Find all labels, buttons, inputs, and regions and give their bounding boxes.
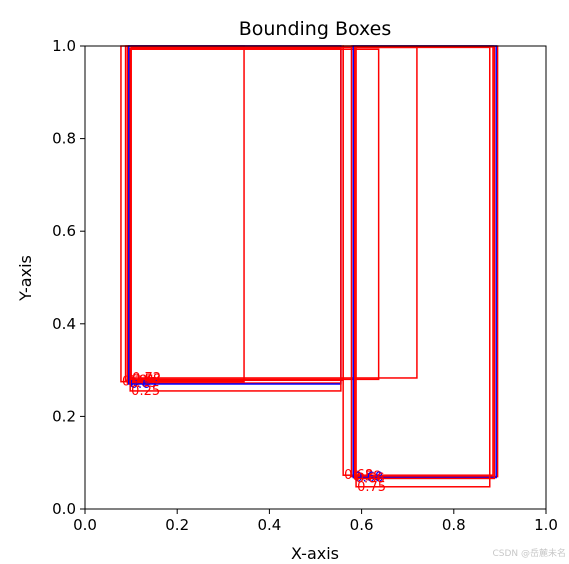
bounding-box <box>352 45 497 479</box>
x-axis: 0.0 0.2 0.4 0.6 0.8 1.0 <box>73 509 558 534</box>
bounding-box <box>124 45 344 382</box>
boxes-layer: 0.770.810.650.670.720.580.250.680.580.68… <box>120 45 499 495</box>
bounding-box <box>120 45 245 383</box>
y-tick-label: 0.8 <box>52 130 76 148</box>
y-tick-label: 0.6 <box>52 222 76 240</box>
y-tick-label: 0.4 <box>52 315 76 333</box>
box-score-label: 0.58 <box>132 372 161 387</box>
x-tick-label: 0.0 <box>73 516 97 534</box>
box-score-label: 0.72 <box>132 371 161 386</box>
y-axis: 0.0 0.2 0.4 0.6 0.8 1.0 <box>52 37 85 518</box>
x-tick-label: 0.4 <box>257 516 281 534</box>
box-score-label: 0.67 <box>130 377 159 392</box>
box-score-label: 0.25 <box>131 384 160 399</box>
x-axis-label: X-axis <box>291 544 339 563</box>
watermark: CSDN @岳麓未名 <box>492 547 566 559</box>
x-tick-label: 1.0 <box>534 516 558 534</box>
bounding-box <box>130 48 380 381</box>
bounding-box <box>355 46 491 488</box>
bounding-box <box>128 45 342 385</box>
bounding-box <box>130 46 418 379</box>
y-tick-label: 0.2 <box>52 407 76 425</box>
box-score-label: 0.75 <box>357 480 386 495</box>
plot-frame <box>84 45 547 510</box>
bounding-box <box>126 45 342 384</box>
bounding-box <box>129 47 342 392</box>
bounding-box <box>350 45 499 478</box>
x-tick-label: 0.2 <box>165 516 189 534</box>
box-score-label: 0.66 <box>356 471 385 486</box>
y-axis-label: Y-axis <box>16 255 35 302</box>
x-tick-label: 0.6 <box>350 516 374 534</box>
bounding-box <box>353 46 496 480</box>
y-tick-label: 0.0 <box>52 500 76 518</box>
bounding-box <box>342 45 494 476</box>
x-tick-label: 0.8 <box>442 516 466 534</box>
chart-title: Bounding Boxes <box>239 18 392 40</box>
y-tick-label: 1.0 <box>52 37 76 55</box>
